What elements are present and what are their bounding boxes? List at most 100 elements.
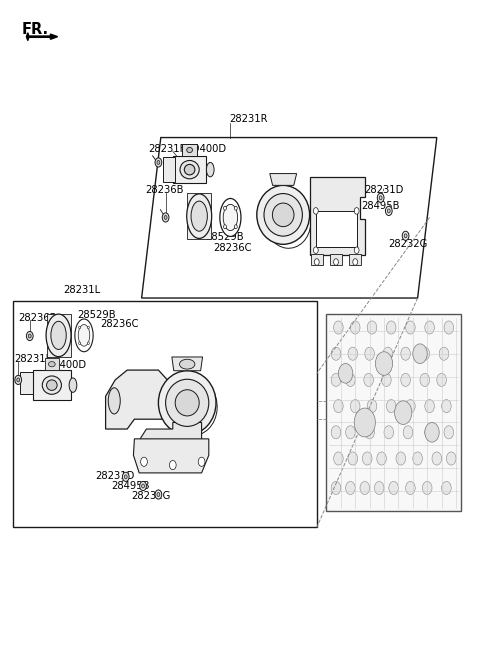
Circle shape <box>122 472 129 481</box>
Ellipse shape <box>272 203 294 227</box>
Circle shape <box>338 364 353 383</box>
Text: 39400D: 39400D <box>187 143 227 154</box>
Text: 28236B: 28236B <box>18 312 57 323</box>
Circle shape <box>406 321 415 334</box>
Ellipse shape <box>180 160 199 179</box>
Circle shape <box>425 422 439 442</box>
Text: 28232G: 28232G <box>388 238 427 249</box>
Circle shape <box>198 457 205 466</box>
Circle shape <box>442 400 451 413</box>
Polygon shape <box>13 301 317 527</box>
Circle shape <box>224 206 227 210</box>
Polygon shape <box>20 372 36 394</box>
Circle shape <box>87 342 89 345</box>
Circle shape <box>406 400 415 413</box>
Text: 28236C: 28236C <box>100 319 138 329</box>
Circle shape <box>377 193 384 202</box>
Circle shape <box>387 209 390 213</box>
Polygon shape <box>133 439 209 473</box>
Polygon shape <box>137 422 202 458</box>
Circle shape <box>164 215 167 219</box>
Circle shape <box>346 373 355 386</box>
Circle shape <box>334 400 343 413</box>
Circle shape <box>360 481 370 495</box>
Circle shape <box>401 347 410 360</box>
Ellipse shape <box>223 204 238 231</box>
Polygon shape <box>106 370 170 429</box>
Circle shape <box>385 206 392 215</box>
Circle shape <box>331 373 341 386</box>
Polygon shape <box>349 254 361 265</box>
Circle shape <box>350 400 360 413</box>
Polygon shape <box>163 157 175 182</box>
Ellipse shape <box>264 194 302 236</box>
Polygon shape <box>187 193 211 239</box>
Circle shape <box>313 247 318 253</box>
Circle shape <box>402 231 409 240</box>
Circle shape <box>379 196 382 200</box>
Text: 28529B: 28529B <box>205 232 243 242</box>
Circle shape <box>157 160 160 164</box>
Circle shape <box>334 259 338 265</box>
Circle shape <box>354 408 375 437</box>
Text: 39400D: 39400D <box>47 360 86 370</box>
Text: 28529B: 28529B <box>77 310 115 320</box>
Circle shape <box>404 234 407 238</box>
Circle shape <box>346 481 355 495</box>
Circle shape <box>420 347 430 360</box>
Circle shape <box>437 373 446 386</box>
Text: 28495B: 28495B <box>361 200 400 211</box>
Bar <box>45 358 59 370</box>
Polygon shape <box>326 314 461 511</box>
Circle shape <box>420 373 430 386</box>
Circle shape <box>234 225 237 229</box>
Circle shape <box>155 490 162 499</box>
Circle shape <box>446 452 456 465</box>
Circle shape <box>79 342 81 345</box>
Circle shape <box>334 321 343 334</box>
Circle shape <box>79 326 81 329</box>
Ellipse shape <box>166 379 209 426</box>
Circle shape <box>413 452 422 465</box>
Circle shape <box>157 493 160 496</box>
Ellipse shape <box>180 359 195 369</box>
Circle shape <box>313 208 318 214</box>
Ellipse shape <box>46 314 71 356</box>
Ellipse shape <box>187 147 192 153</box>
Circle shape <box>314 259 319 265</box>
Circle shape <box>364 373 373 386</box>
Circle shape <box>425 400 434 413</box>
Text: FR.: FR. <box>22 22 49 37</box>
Circle shape <box>401 373 410 386</box>
Circle shape <box>15 375 22 384</box>
Ellipse shape <box>206 162 214 177</box>
Ellipse shape <box>51 322 66 350</box>
Circle shape <box>444 321 454 334</box>
Polygon shape <box>142 138 437 298</box>
Text: 28495B: 28495B <box>111 481 150 491</box>
Circle shape <box>353 259 358 265</box>
Text: 28231D: 28231D <box>95 471 134 481</box>
Circle shape <box>375 352 393 375</box>
Circle shape <box>396 452 406 465</box>
Circle shape <box>17 378 20 382</box>
Circle shape <box>346 426 355 439</box>
Ellipse shape <box>78 325 90 346</box>
Text: 28232G: 28232G <box>131 491 170 501</box>
Ellipse shape <box>47 380 57 390</box>
Circle shape <box>403 426 413 439</box>
Circle shape <box>389 481 398 495</box>
Ellipse shape <box>75 319 93 352</box>
Circle shape <box>348 452 358 465</box>
Circle shape <box>124 475 127 479</box>
Polygon shape <box>310 177 365 255</box>
Circle shape <box>141 457 147 466</box>
Text: 28231R: 28231R <box>229 114 268 124</box>
Ellipse shape <box>257 185 310 244</box>
Ellipse shape <box>42 376 61 394</box>
Polygon shape <box>270 174 297 185</box>
Circle shape <box>384 426 394 439</box>
Circle shape <box>354 247 359 253</box>
Circle shape <box>442 481 451 495</box>
Ellipse shape <box>184 164 195 175</box>
